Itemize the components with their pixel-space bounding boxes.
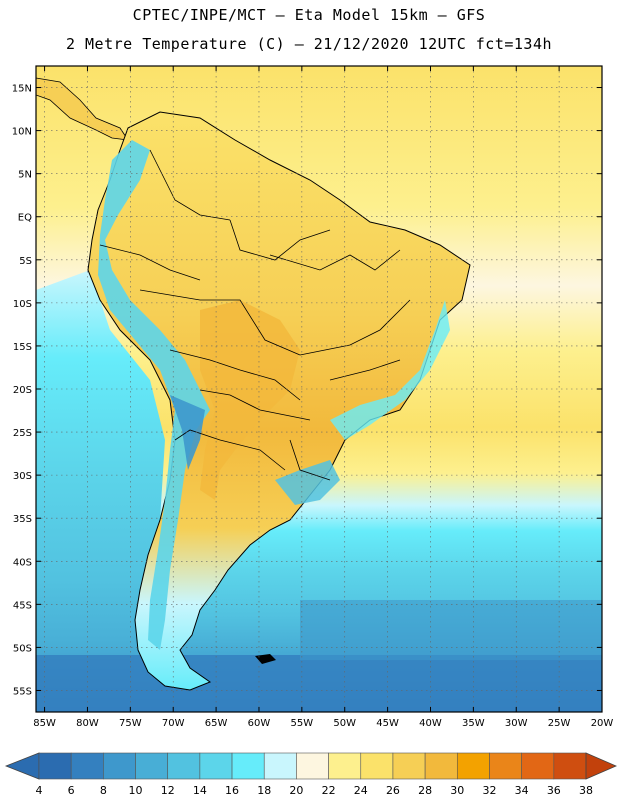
colorbar-label: 14 [193, 784, 207, 797]
country-borders [99, 149, 411, 481]
uruguay-cool-area [275, 460, 340, 505]
lon-label: 30W [505, 718, 528, 729]
colorbar-label: 22 [322, 784, 336, 797]
colorbar-label: 18 [257, 784, 271, 797]
colorbar-swatch [521, 752, 555, 780]
colorbar-swatch [70, 752, 104, 780]
lat-label: EQ [18, 213, 32, 224]
colorbar-label: 12 [161, 784, 175, 797]
colorbar-swatch [553, 752, 587, 780]
lon-label: 50W [333, 718, 356, 729]
lon-label: 45W [376, 718, 399, 729]
lon-label: 85W [33, 718, 56, 729]
map-title-line-2: 2 Metre Temperature (C) — 21/12/2020 12U… [65, 35, 553, 53]
latitude-labels: 15N 10N 5N EQ 5S 10S 15S 20S 25S 30S 35S 40S 45S 50S 5… [12, 84, 32, 698]
colorbar-swatch [263, 752, 297, 780]
lat-label: 35S [13, 514, 32, 525]
colorbar-swatch [489, 752, 522, 780]
colorbar-label: 20 [289, 784, 303, 797]
axis-ticks [36, 66, 603, 712]
lat-label: 30S [13, 471, 32, 482]
lat-label: 15S [13, 342, 32, 353]
lon-label: 70W [162, 718, 185, 729]
colorbar-label: 8 [100, 784, 107, 797]
lon-label: 20W [591, 718, 614, 729]
south-atlantic-band [300, 600, 602, 660]
andes-cold-strip [98, 140, 210, 650]
lat-label: 50S [13, 643, 32, 654]
lat-label: 25S [13, 428, 32, 439]
colorbar-label: 16 [225, 784, 239, 797]
map-frame [35, 65, 603, 713]
colorbar-swatch [167, 752, 201, 780]
colorbar-high-arrow [585, 752, 618, 780]
lat-label: 55S [13, 686, 32, 697]
lon-label: 80W [76, 718, 99, 729]
colorbar-swatches [4, 752, 618, 780]
colorbar-swatch [103, 752, 136, 780]
colorbar-labels: 4 6 8 10 12 14 16 18 20 22 24 26 28 30 32 34 36 38 [36, 784, 594, 797]
lat-label: 5S [19, 256, 32, 267]
lon-label: 55W [291, 718, 314, 729]
andes-coldest-core [170, 395, 205, 470]
central-america-land [36, 77, 129, 141]
lon-label: 60W [248, 718, 271, 729]
colorbar-label: 10 [129, 784, 143, 797]
colorbar-swatch [38, 752, 72, 780]
lon-label: 65W [205, 718, 228, 729]
southeast-cool-area [330, 300, 450, 440]
colorbar-label: 34 [515, 784, 529, 797]
colorbar-label: 26 [386, 784, 400, 797]
colorbar-swatch [135, 752, 169, 780]
colorbar-label: 38 [579, 784, 593, 797]
colorbar-swatch [231, 752, 265, 780]
lat-label: 5N [18, 170, 32, 181]
colorbar-swatch [424, 752, 458, 780]
colorbar-label: 24 [354, 784, 368, 797]
lon-label: 75W [119, 718, 142, 729]
colorbar-swatch [296, 752, 329, 780]
lat-label: 40S [13, 557, 32, 568]
colorbar-swatch [360, 752, 394, 780]
colorbar-swatch [456, 752, 490, 780]
lat-label: 10S [13, 299, 32, 310]
southern-ocean-band [36, 655, 602, 712]
temperature-map: 15N 10N 5N EQ 5S 10S 15S 20S 25S 30S 35S 40S 45S 50S 5… [12, 65, 613, 729]
colorbar-swatch [328, 752, 362, 780]
colorbar-swatch [392, 752, 426, 780]
colorbar-label: 32 [482, 784, 496, 797]
lat-label: 45S [13, 600, 32, 611]
colorbar-label: 30 [450, 784, 464, 797]
map-field [36, 66, 602, 712]
colorbar-label: 4 [36, 784, 43, 797]
lat-label: 10N [12, 127, 32, 138]
colorbar-label: 36 [547, 784, 561, 797]
pacific-cool-water [36, 270, 165, 712]
colorbar-swatch [199, 752, 233, 780]
hot-interior [200, 300, 300, 500]
lon-label: 25W [548, 718, 571, 729]
lat-label: 20S [13, 385, 32, 396]
falkland-islands [255, 654, 276, 664]
colorbar-label: 28 [418, 784, 432, 797]
colorbar: 4 6 8 10 12 14 16 18 20 22 24 26 28 30 32 34 36 38 [4, 752, 618, 797]
colorbar-low-arrow [4, 752, 40, 780]
colorbar-label: 6 [68, 784, 75, 797]
longitude-labels: 85W 80W 75W 70W 65W 60W 55W 50W 45W 40W 35W 30W 25W 2… [33, 718, 613, 729]
lon-label: 40W [419, 718, 442, 729]
lat-label: 15N [12, 84, 32, 95]
map-title-line-1: CPTEC/INPE/MCT — Eta Model 15km — GFS [132, 6, 486, 24]
lon-label: 35W [462, 718, 485, 729]
